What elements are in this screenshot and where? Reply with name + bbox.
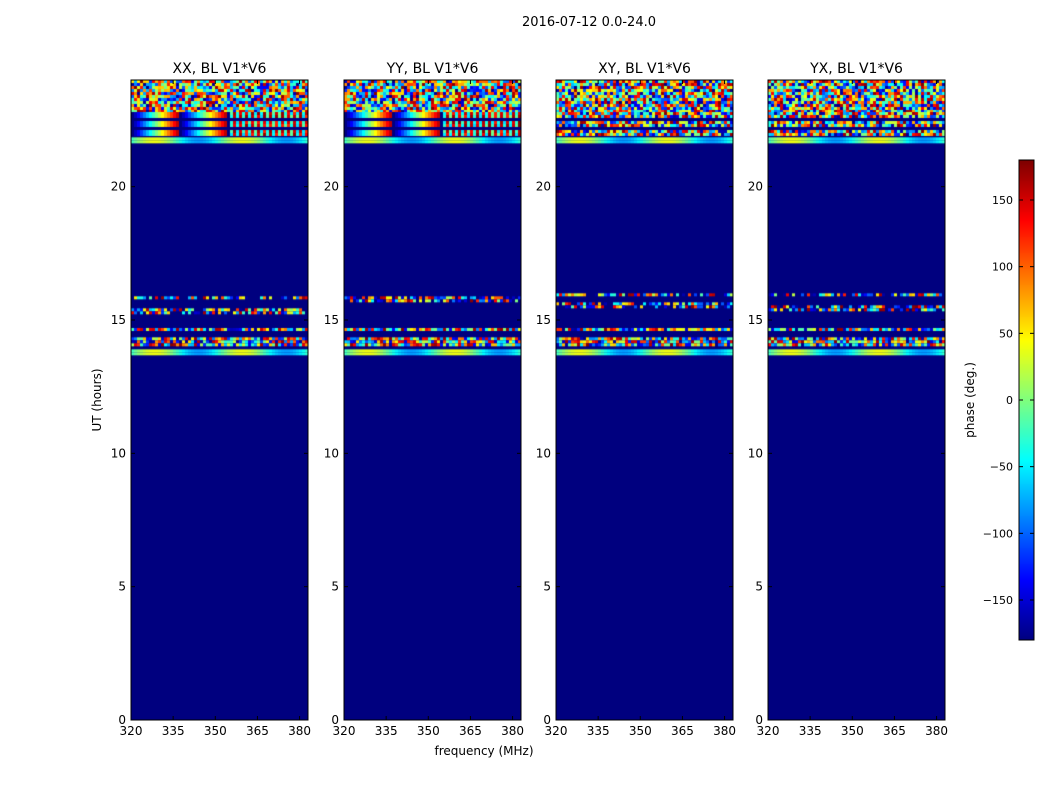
x-tick-label: 320: [545, 724, 568, 738]
y-tick-label: 20: [111, 180, 126, 194]
y-axis-label: UT (hours): [90, 368, 104, 431]
colorbar-tick-label: 0: [1006, 394, 1013, 407]
x-tick-label: 350: [841, 724, 864, 738]
y-tick-label: 15: [748, 313, 763, 327]
x-tick-label: 365: [671, 724, 694, 738]
figure-title: 2016-07-12 0.0-24.0: [522, 15, 656, 30]
y-tick-label: 15: [536, 313, 551, 327]
x-tick-label: 350: [417, 724, 440, 738]
x-tick-label: 380: [288, 724, 311, 738]
y-tick-label: 10: [748, 446, 763, 460]
axes-frame: [767, 79, 946, 721]
x-tick-label: 320: [333, 724, 356, 738]
axes-frame: [343, 79, 522, 721]
panel-title: XY, BL V1*V6: [598, 61, 691, 77]
x-tick-label: 365: [883, 724, 906, 738]
panel-title: XX, BL V1*V6: [173, 61, 267, 77]
y-tick-label: 0: [543, 713, 551, 727]
x-tick-label: 335: [799, 724, 822, 738]
panel-1: XX, BL V1*V6 320 335 350 365 380 0 5 10 15 20: [111, 61, 311, 738]
panel-3: XY, BL V1*V6 320 335 350 365 380 0 5 10 15 20: [536, 61, 736, 738]
x-tick-label: 350: [204, 724, 227, 738]
x-tick-label: 380: [713, 724, 736, 738]
x-tick-label: 380: [501, 724, 524, 738]
y-tick-label: 5: [118, 580, 126, 594]
colorbar-tick-label: 50: [999, 327, 1013, 340]
y-tick-label: 20: [536, 180, 551, 194]
x-tick-label: 365: [459, 724, 482, 738]
colorbar-tick-label: −50: [990, 461, 1013, 474]
panel-title: YX, BL V1*V6: [809, 61, 903, 77]
colorbar-tick-label: −100: [983, 527, 1013, 540]
y-tick-label: 0: [331, 713, 339, 727]
panel-title: YY, BL V1*V6: [386, 61, 479, 77]
x-tick-label: 320: [757, 724, 780, 738]
x-tick-label: 350: [629, 724, 652, 738]
x-tick-label: 335: [162, 724, 185, 738]
colorbar-tick-label: 100: [992, 261, 1013, 274]
colorbar-tick-label: −150: [983, 594, 1013, 607]
panel-2: YY, BL V1*V6 320 335 350 365 380 0 5 10 15 20: [324, 61, 524, 738]
x-tick-label: 320: [120, 724, 143, 738]
x-tick-label: 335: [587, 724, 610, 738]
colorbar-tick-label: 150: [992, 194, 1013, 207]
colorbar: [1019, 160, 1034, 640]
y-tick-label: 20: [324, 180, 339, 194]
axes-frame: [130, 79, 309, 721]
y-tick-label: 0: [755, 713, 763, 727]
y-tick-label: 5: [331, 580, 339, 594]
y-tick-label: 5: [543, 580, 551, 594]
x-tick-label: 365: [246, 724, 269, 738]
heatmap-yx: [768, 80, 945, 720]
x-axis-label: frequency (MHz): [434, 744, 533, 758]
y-tick-label: 15: [111, 313, 126, 327]
panel-4: YX, BL V1*V6 320 335 350 365 380 0 5 10 15 20: [748, 61, 948, 738]
colorbar-label: phase (deg.): [963, 362, 977, 438]
heatmap-yy: [344, 80, 521, 720]
y-tick-label: 10: [536, 446, 551, 460]
y-tick-label: 5: [755, 580, 763, 594]
y-tick-label: 10: [111, 446, 126, 460]
y-tick-label: 10: [324, 446, 339, 460]
axes-frame: [555, 79, 734, 721]
y-tick-label: 15: [324, 313, 339, 327]
y-tick-label: 0: [118, 713, 126, 727]
x-tick-label: 380: [925, 724, 948, 738]
heatmap-xx: [131, 80, 308, 720]
heatmap-xy: [556, 80, 733, 720]
x-tick-label: 335: [375, 724, 398, 738]
y-tick-label: 20: [748, 180, 763, 194]
